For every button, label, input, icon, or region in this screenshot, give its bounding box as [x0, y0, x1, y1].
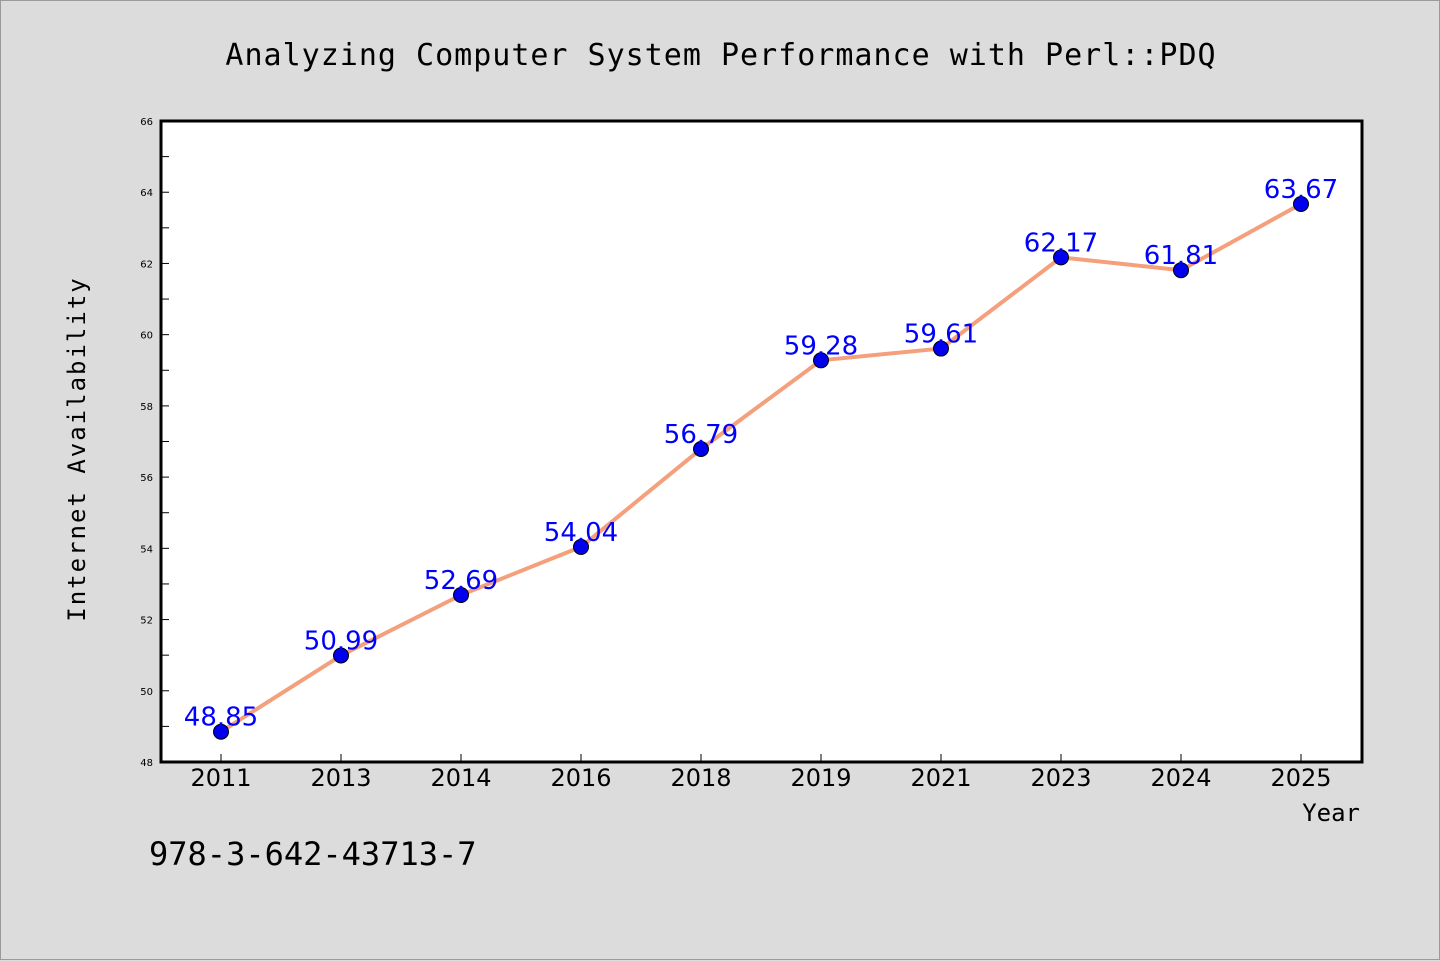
y-tick-label: 54: [140, 544, 153, 555]
data-point-2025: [1293, 195, 1309, 212]
y-axis-label: Internet Availability: [63, 276, 91, 621]
x-axis-label: Year: [1302, 799, 1360, 827]
x-tick-label: 2025: [1270, 764, 1331, 792]
data-point-2011: [213, 723, 229, 740]
x-tick-label: 2018: [670, 764, 731, 792]
x-tick-label: 2013: [310, 764, 371, 792]
plot-area: [159, 119, 1364, 764]
x-tick-label: 2023: [1030, 764, 1091, 792]
series-line: [219, 202, 1302, 734]
x-tick-label: 2024: [1150, 764, 1211, 792]
data-label-2023: 62.17: [1024, 228, 1098, 258]
data-label-2021: 59.61: [904, 320, 978, 350]
y-tick-label: 56: [140, 473, 153, 484]
y-tick-label: 66: [140, 117, 153, 128]
y-tick-label: 58: [140, 402, 153, 413]
data-label-2014: 52.69: [424, 566, 498, 596]
chart-title: Analyzing Computer System Performance wi…: [225, 38, 1216, 73]
data-label-2011: 48.85: [184, 703, 258, 733]
y-tick-label: 62: [140, 259, 153, 270]
data-label-2024: 61.81: [1144, 241, 1218, 271]
y-tick-label: 64: [140, 188, 153, 199]
x-tick-label: 2011: [190, 764, 251, 792]
data-point-2014: [453, 586, 469, 603]
data-point-2016: [573, 538, 589, 555]
data-point-2019: [813, 352, 829, 369]
x-tick-label: 2014: [430, 764, 491, 792]
y-tick-label: 48: [140, 758, 153, 769]
data-label-2016: 54.04: [544, 518, 618, 548]
isbn-text: 978-3-642-43713-7: [149, 835, 477, 873]
data-point-2021: [933, 340, 949, 357]
x-tick-label: 2016: [550, 764, 611, 792]
x-axis: 2011 2013 2014 2016 2018 2019 2021 2023 2024 2025: [190, 754, 1332, 792]
y-tick-label: 50: [140, 687, 153, 698]
x-tick-label: 2019: [790, 764, 851, 792]
x-tick-label: 2021: [910, 764, 971, 792]
data-label-2018: 56.79: [664, 420, 738, 450]
y-tick-label: 52: [140, 616, 153, 627]
data-point-2018: [693, 440, 709, 457]
data-label-2025: 63.67: [1264, 175, 1338, 205]
data-point-2024: [1173, 262, 1189, 279]
data-point-2023: [1053, 249, 1069, 266]
data-point-2013: [333, 647, 349, 664]
data-label-2013: 50.99: [304, 627, 378, 657]
y-tick-label: 60: [140, 331, 153, 342]
series-layer: 48.85 50.99 52.69 54.04 56.79 59.28 59.61 62.17…: [184, 175, 1338, 740]
data-label-2019: 59.28: [784, 331, 858, 361]
y-axis: 48 50 52 54 56 58 60 62 64 66: [140, 117, 169, 769]
